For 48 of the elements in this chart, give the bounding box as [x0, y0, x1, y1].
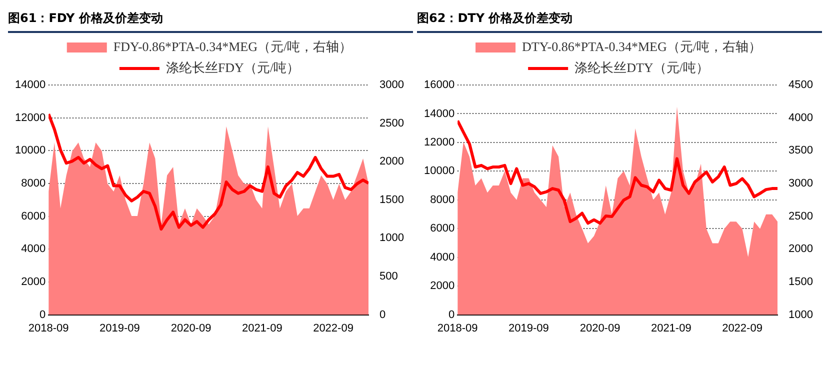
x-tick-label: 2020-09 — [580, 322, 620, 334]
y2-tick-label: 4000 — [788, 112, 814, 124]
y2-tick-label: 500 — [380, 270, 398, 283]
y2-tick-label: 2500 — [788, 210, 814, 222]
y2-tick-label: 3000 — [380, 79, 404, 92]
legend-label: 涤纶长丝DTY（元/吨） — [574, 60, 709, 75]
y2-tick-label: 0 — [380, 308, 386, 321]
x-tick-label: 2018-09 — [28, 322, 69, 334]
y2-tick-label: 3000 — [788, 178, 814, 190]
x-tick-label: 2022-09 — [313, 322, 354, 334]
x-tick-label: 2019-09 — [100, 322, 140, 334]
y-tick-label: 14000 — [424, 108, 455, 120]
y2-tick-label: 2500 — [380, 117, 404, 130]
x-tick-label: 2018-09 — [437, 322, 478, 334]
y-tick-label: 8000 — [21, 178, 46, 190]
y2-tick-label: 2000 — [380, 156, 404, 168]
x-tick-label: 2020-09 — [170, 322, 212, 334]
y-tick-label: 10000 — [14, 144, 46, 157]
y-tick-label: 2000 — [21, 276, 46, 288]
legend-label: FDY-0.86*PTA-0.34*MEG（元/吨，右轴） — [113, 38, 352, 54]
legend-label: DTY-0.86*PTA-0.34*MEG（元/吨，右轴） — [522, 38, 762, 54]
y-tick-label: 12000 — [14, 112, 46, 124]
y2-tick-label: 1500 — [380, 194, 404, 206]
y2-tick-label: 1000 — [380, 232, 404, 244]
y2-tick-label: 3500 — [788, 144, 814, 157]
x-tick-label: 2021-09 — [650, 322, 692, 334]
chart-title: 图61：FDY 价格及价差变动 — [8, 8, 413, 33]
legend-label: 涤纶长丝FDY（元/吨） — [166, 60, 300, 75]
y2-tick-label: 1000 — [788, 308, 814, 321]
y-tick-label: 10000 — [424, 165, 455, 178]
y-tick-label: 6000 — [21, 210, 46, 222]
y-tick-label: 8000 — [430, 194, 455, 206]
y-tick-label: 16000 — [424, 79, 455, 92]
x-tick-label: 2019-09 — [508, 322, 549, 334]
y2-tick-label: 4500 — [788, 79, 814, 92]
y-tick-label: 0 — [448, 308, 455, 321]
y-tick-label: 2000 — [430, 280, 455, 292]
x-tick-label: 2022-09 — [722, 322, 762, 334]
y-tick-label: 6000 — [430, 222, 455, 235]
y2-tick-label: 2000 — [788, 243, 814, 256]
y2-tick-label: 1500 — [788, 276, 814, 288]
y-tick-label: 4000 — [430, 251, 455, 264]
y-tick-label: 14000 — [14, 79, 46, 92]
x-tick-label: 2021-09 — [242, 322, 282, 334]
chart-title: 图62：DTY 价格及价差变动 — [417, 8, 822, 33]
y-tick-label: 12000 — [424, 136, 455, 148]
y-tick-label: 0 — [39, 308, 46, 321]
y-tick-label: 4000 — [21, 243, 46, 256]
